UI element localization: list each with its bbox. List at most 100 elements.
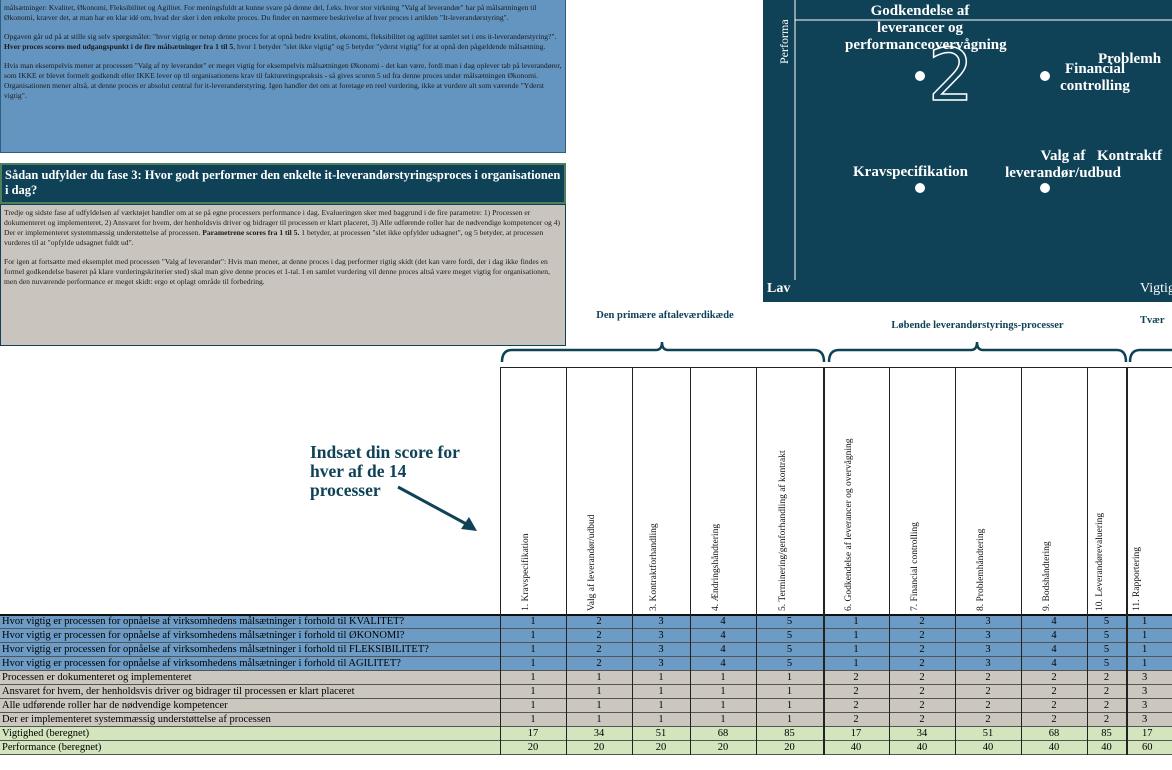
intro-box: målsætninger: Kvalitet, Økonomi, Fleksib… (0, 0, 566, 153)
column-border (690, 367, 691, 755)
process-dot (1040, 183, 1050, 193)
score-cell: 1 (658, 686, 664, 697)
column-border (823, 367, 825, 755)
score-cell: 17 (1142, 728, 1153, 739)
group-label: Løbende leverandørstyrings-processer (891, 320, 1064, 331)
score-cell: 4 (1051, 616, 1057, 627)
score-cell: 20 (784, 742, 795, 753)
paragraph: For igen at fortsætte med eksemplet med … (4, 257, 562, 287)
score-cell: 1 (786, 686, 793, 697)
score-cell: 2 (919, 714, 925, 725)
score-cell: 4 (720, 658, 726, 669)
row-bg (0, 615, 1172, 629)
score-cell: 3 (1142, 700, 1148, 711)
matrix-label: Kravspecifikation (853, 164, 968, 180)
score-cell: 1 (1142, 644, 1148, 655)
score-cell: 2 (596, 630, 602, 641)
score-cell: 1 (786, 714, 793, 725)
score-cell: 1 (596, 672, 602, 683)
score-cell: 2 (985, 714, 991, 725)
header-top-border (500, 367, 1172, 368)
score-cell: 1 (530, 700, 536, 711)
score-cell: 3 (985, 644, 991, 655)
score-cell: 20 (717, 742, 729, 753)
score-cell: 17 (850, 728, 862, 739)
score-cell: 2 (1051, 672, 1057, 683)
score-cell: 3 (1142, 672, 1148, 683)
column-border (500, 367, 501, 755)
score-cell: 2 (985, 672, 991, 683)
score-cell: 2 (1103, 672, 1110, 683)
group-label: Tvær (1140, 315, 1165, 326)
score-cell: 3 (658, 644, 664, 655)
score-cell: 4 (1051, 658, 1057, 669)
score-cell: 1 (596, 700, 602, 711)
column-header: 9. Bodshåndtering (1042, 541, 1052, 611)
text: målsætninger: Kvalitet, Økonomi, Fleksib… (4, 3, 537, 22)
column-header: 11. Rapportering (1132, 546, 1142, 611)
row-bg (0, 629, 1172, 643)
score-cell: 2 (919, 658, 925, 669)
quadrant-number: 2 (928, 33, 974, 117)
bold-text: Parametrene scores fra 1 til 5. (202, 228, 300, 237)
score-cell: 2 (919, 616, 925, 627)
score-cell: 40 (982, 742, 994, 753)
score-cell: 1 (530, 672, 536, 683)
row-label: Der er implementeret systemmæssig unders… (2, 714, 271, 725)
score-cell: 5 (1103, 644, 1110, 655)
text: For igen at fortsætte med eksemplet med … (4, 257, 551, 286)
score-cell: 40 (850, 742, 862, 753)
score-cell: 3 (985, 658, 991, 669)
score-cell: 17 (527, 728, 539, 739)
column-header: Valg af leverandør/udbud (587, 514, 597, 611)
score-cell: 1 (530, 616, 536, 627)
score-cell: 20 (655, 742, 667, 753)
column-header: 3. Kontraktforhandling (649, 523, 659, 611)
score-cell: 2 (1051, 714, 1057, 725)
paragraph: målsætninger: Kvalitet, Økonomi, Fleksib… (4, 3, 562, 23)
score-cell: 5 (786, 644, 793, 655)
group-label: Den primære aftaleværdikæde (596, 310, 734, 321)
row-bg (0, 671, 1172, 685)
text: Tredje og sidste fase af udfyldelsen af … (4, 208, 561, 237)
matrix-label: Financial controlling (1060, 61, 1130, 94)
column-header: 8. Problemhåndtering (976, 528, 986, 611)
process-dot (915, 71, 925, 81)
score-cell: 2 (853, 672, 859, 683)
score-cell: 5 (1103, 616, 1110, 627)
score-cell: 4 (1051, 644, 1057, 655)
score-cell: 1 (530, 658, 536, 669)
score-cell: 1 (786, 700, 793, 711)
row-label: Hvor vigtig er processen for opnåelse af… (2, 630, 405, 641)
score-cell: 2 (1103, 700, 1110, 711)
text: 1 betyder, at processen "slet ikke opfyl… (4, 228, 544, 247)
score-cell: 51 (982, 728, 994, 739)
paragraph: Opgaven går ud på at stille sig selv spø… (4, 32, 562, 52)
score-cell: 51 (655, 728, 667, 739)
score-cell: 1 (720, 714, 726, 725)
matrix-lines: 2 (794, 0, 1172, 280)
score-annotation: Indsæt din score for hver af de 14 proce… (310, 442, 460, 500)
score-cell: 2 (853, 700, 859, 711)
score-cell: 1 (596, 686, 602, 697)
row-bg (0, 727, 1172, 741)
text: , hvor 1 betyder "slet ikke vigtig" og 5… (233, 42, 546, 51)
score-cell: 3 (1142, 686, 1148, 697)
score-cell: 2 (919, 630, 925, 641)
score-cell: 1 (720, 686, 726, 697)
row-label: Processen er dokumenteret og implementer… (2, 672, 192, 683)
matrix-x-low: Lav (767, 281, 791, 296)
score-cell: 1 (1142, 658, 1148, 669)
score-cell: 3 (985, 616, 991, 627)
score-cell: 3 (1142, 714, 1148, 725)
score-cell: 2 (596, 658, 602, 669)
score-cell: 1 (1142, 630, 1148, 641)
score-cell: 2 (919, 644, 925, 655)
matrix-label: Problemh (1098, 51, 1162, 67)
score-cell: 1 (658, 714, 664, 725)
row-label: Ansvaret for hvem, der henholdsvis drive… (2, 686, 355, 697)
score-cell: 3 (658, 630, 664, 641)
column-header: 5. Terminering/genforhandling af kontrak… (777, 450, 788, 611)
score-cell: 1 (530, 714, 536, 725)
column-header: 6. Godkendelse af leverancer og overvågn… (844, 438, 854, 611)
